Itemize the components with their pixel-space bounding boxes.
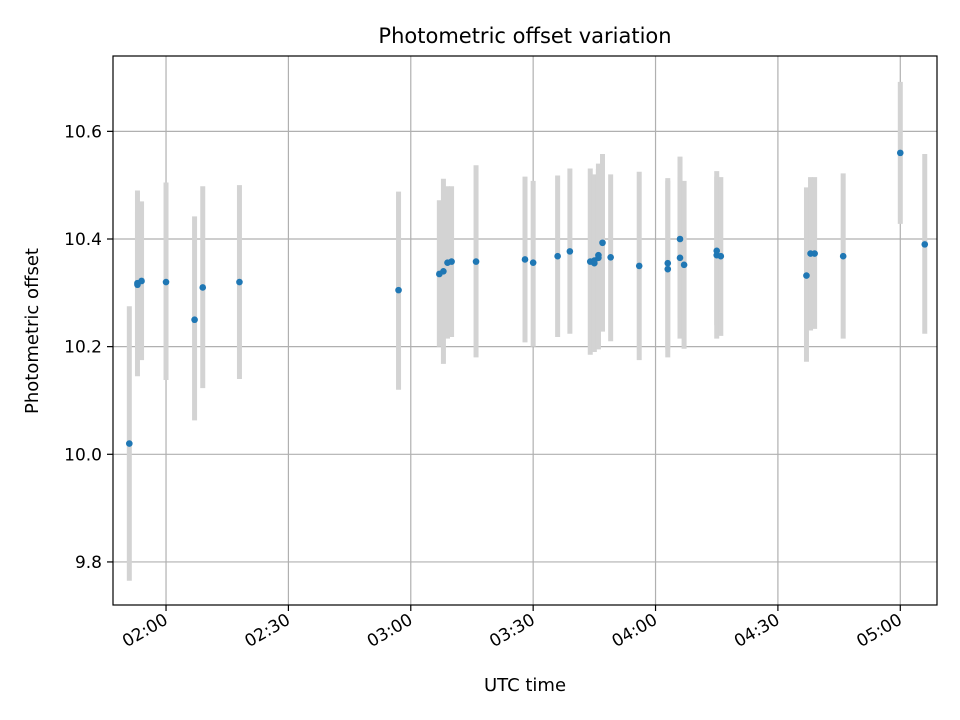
data-point (521, 256, 529, 263)
data-point (680, 261, 688, 269)
data-point (395, 286, 402, 294)
data-point (554, 252, 561, 260)
data-point (676, 254, 684, 262)
data-point (236, 278, 243, 286)
data-point (896, 149, 904, 157)
data-point (811, 250, 818, 257)
data-point (839, 252, 847, 260)
y-axis-label: Photometric offset (22, 248, 43, 414)
y-tick-label: 10.0 (64, 445, 102, 465)
data-point (448, 258, 455, 265)
data-point (595, 254, 602, 262)
data-point (529, 259, 537, 266)
chart-title: Photometric offset variation (378, 24, 671, 48)
x-axis-label: UTC time (484, 675, 566, 696)
data-point (162, 278, 170, 286)
data-point (713, 247, 721, 255)
data-point (440, 267, 447, 275)
data-point (126, 440, 133, 447)
data-point (676, 235, 684, 243)
data-point (664, 265, 672, 273)
y-tick-label: 10.6 (64, 122, 102, 142)
y-tick-label: 10.4 (64, 230, 102, 250)
y-tick-label: 9.8 (75, 553, 102, 573)
data-point (566, 248, 574, 255)
plot-frame (112, 55, 938, 606)
y-axis-ticks: 9.8 10.0 10.2 10.4 10.6 (64, 122, 113, 573)
data-point (599, 239, 606, 247)
data-points (126, 149, 929, 447)
data-point (664, 259, 672, 267)
data-point (921, 241, 929, 248)
data-point (138, 277, 145, 285)
y-tick-label: 10.2 (64, 338, 102, 358)
data-point (472, 258, 480, 265)
data-point (635, 262, 643, 270)
data-point (717, 252, 725, 260)
grid-lines (113, 56, 937, 605)
data-point (803, 272, 810, 279)
data-point (191, 316, 198, 324)
data-point (199, 284, 207, 291)
data-point (607, 253, 614, 261)
